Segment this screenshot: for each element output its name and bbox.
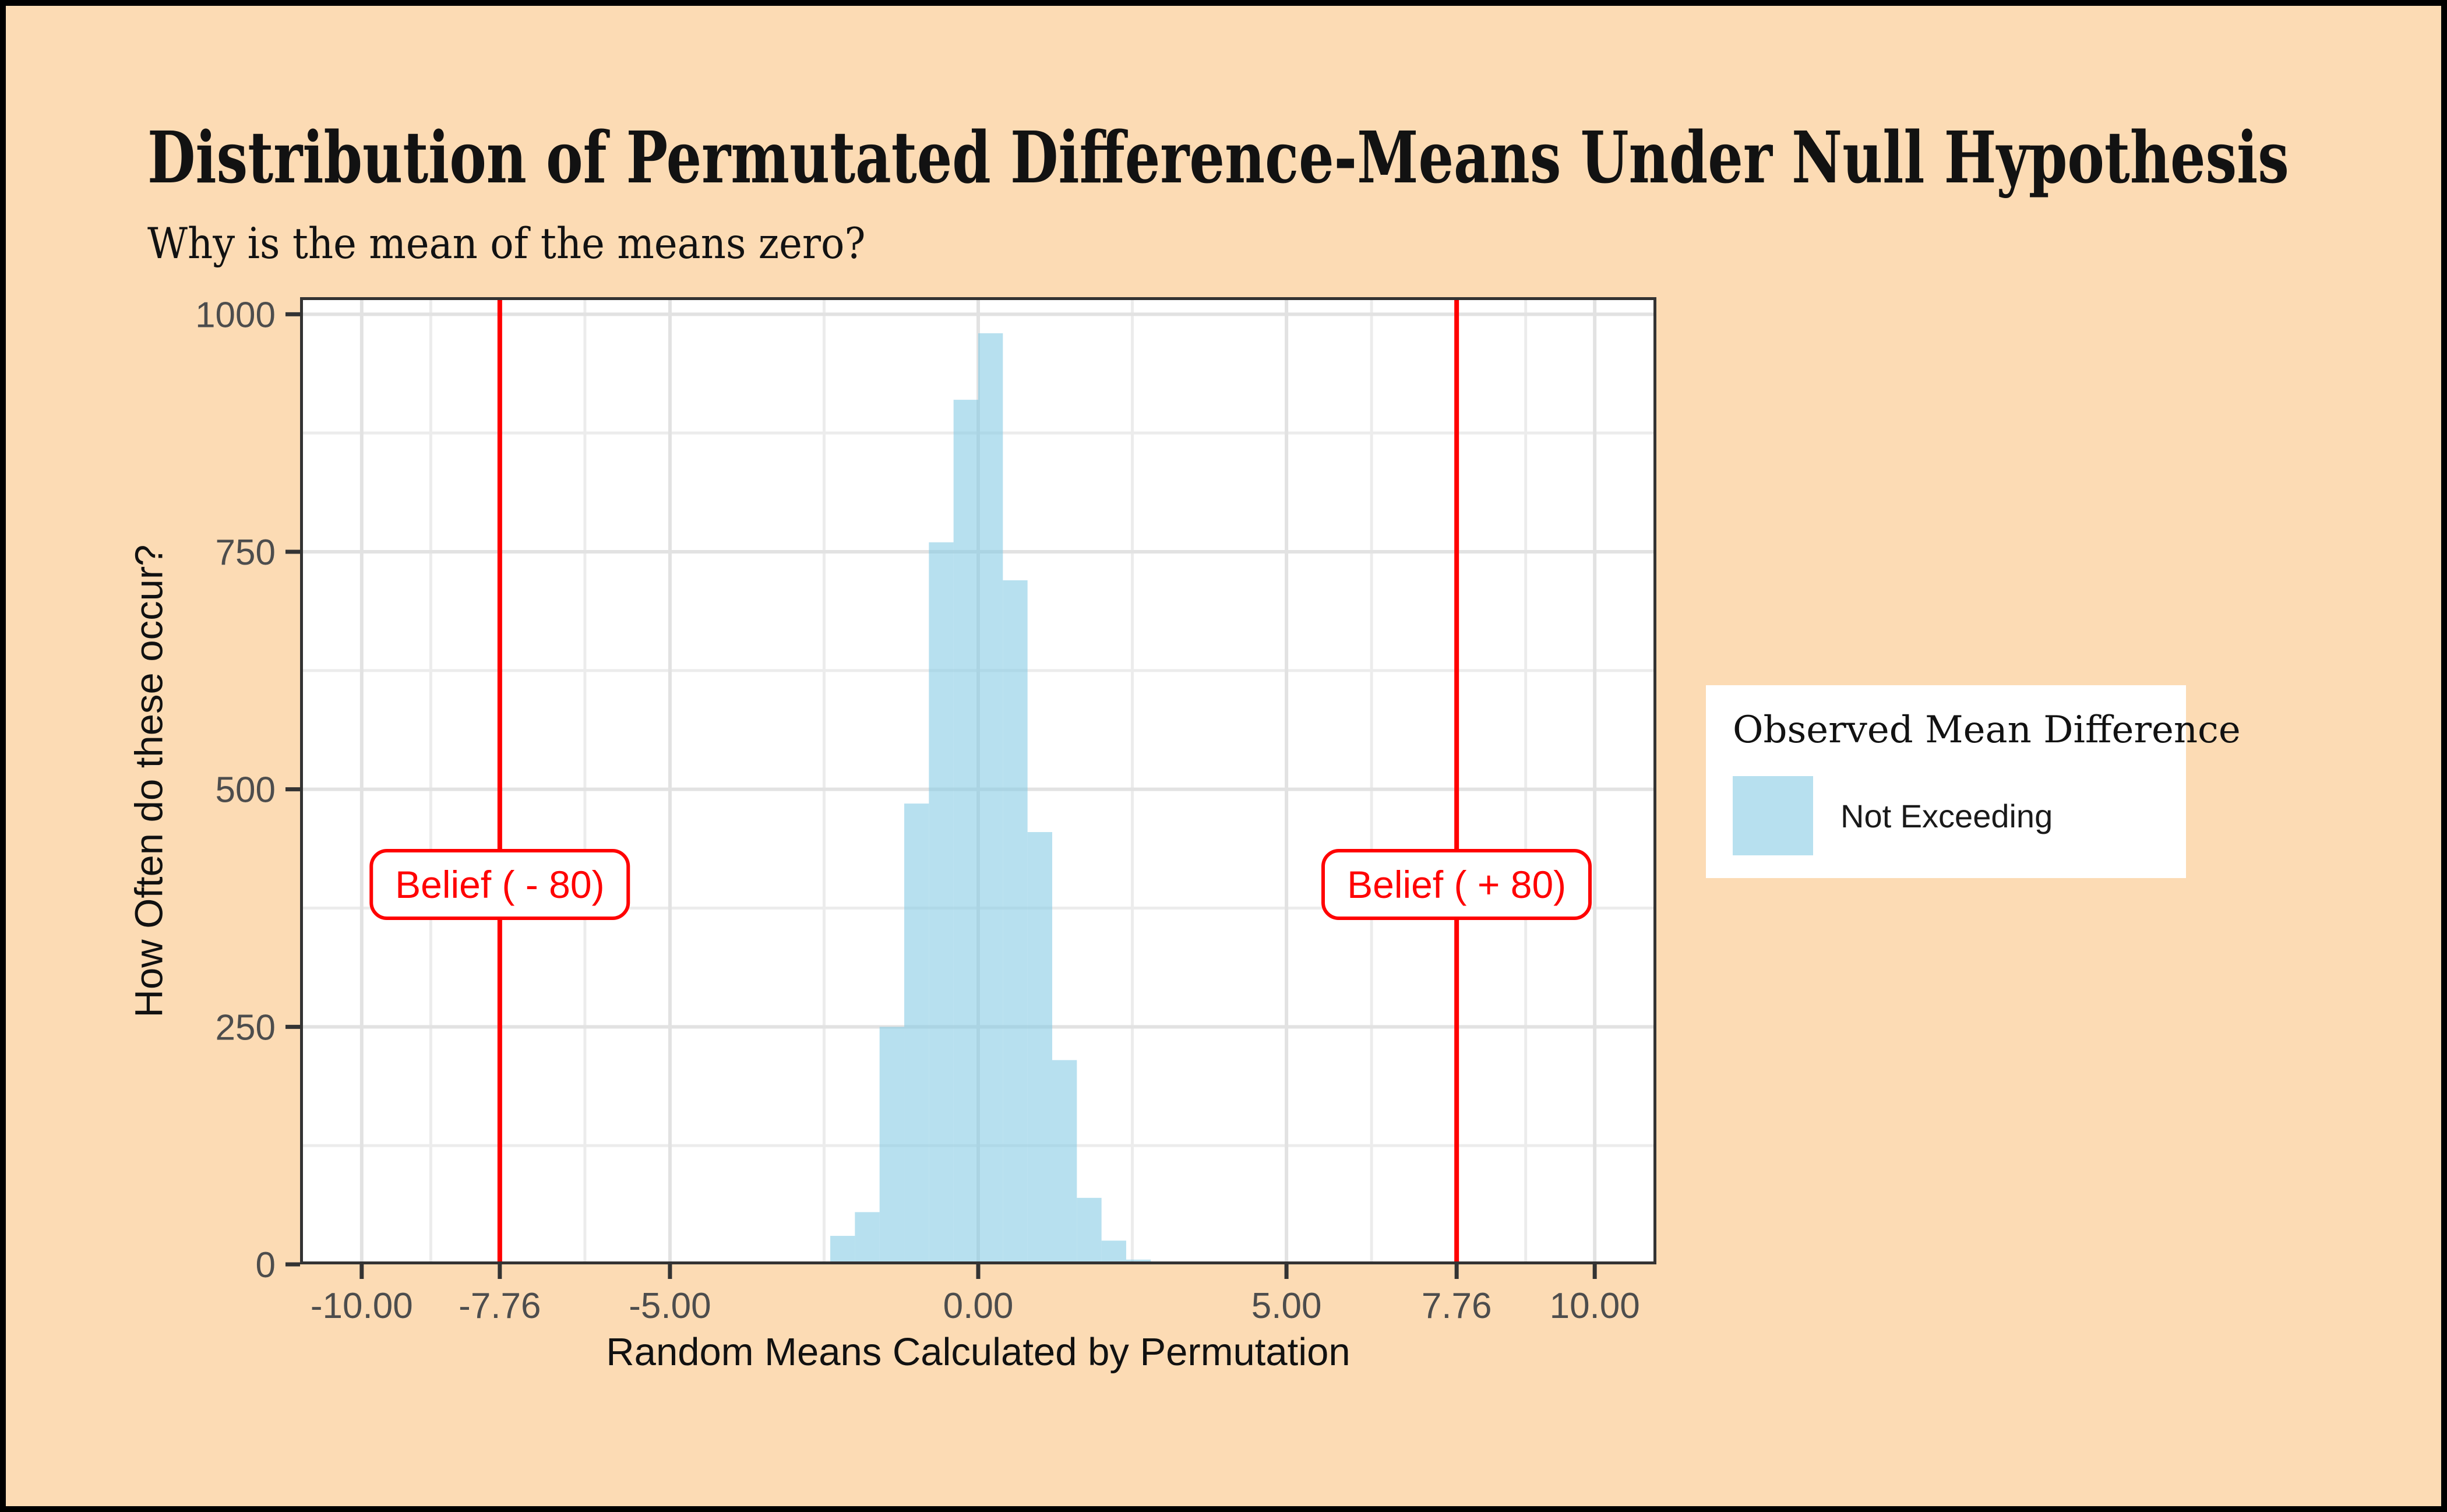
x-axis-title: Random Means Calculated by Permutation: [606, 1330, 1351, 1374]
histogram-bars: [830, 333, 1151, 1265]
x-tick-label: -7.76: [459, 1286, 541, 1326]
y-axis-title-box: How Often do these occur?: [120, 297, 178, 1264]
plot-panel: -10.00 -7.76 -5.00 0.00 5.00 7.76 10.00 0 250 500…: [195, 295, 1656, 1326]
histogram-bar: [855, 1212, 880, 1264]
x-tick-label: 10.00: [1550, 1286, 1640, 1326]
legend-item: Not Exceeding: [1733, 776, 2169, 855]
belief-label-right: Belief ( + 80): [1321, 848, 1592, 920]
legend-swatch: [1733, 776, 1813, 855]
histogram-bar: [929, 542, 954, 1264]
y-tick-label: 250: [216, 1007, 276, 1048]
histogram-bar: [1077, 1197, 1102, 1264]
legend: Observed Mean Difference Not Exceeding: [1706, 685, 2241, 878]
y-axis-title: How Often do these occur?: [127, 544, 171, 1017]
histogram-bar: [953, 400, 978, 1264]
chart-subtitle-text: Why is the mean of the means zero?: [147, 219, 866, 269]
y-tick-label: 0: [256, 1245, 276, 1285]
belief-label-left: Belief ( - 80): [369, 848, 630, 920]
y-tick-label: 750: [216, 533, 276, 573]
histogram-bar: [978, 333, 1003, 1265]
histogram-bar: [1027, 832, 1052, 1264]
histogram-bar: [904, 803, 929, 1264]
observed-difference-lines: [497, 297, 1459, 1264]
y-tick-label: 1000: [195, 295, 276, 335]
x-tick-label: 7.76: [1422, 1286, 1492, 1326]
histogram-bar: [879, 1027, 905, 1264]
y-axis-ticks: 0 250 500 750 1000: [195, 295, 300, 1285]
x-axis-ticks: -10.00 -7.76 -5.00 0.00 5.00 7.76 10.00: [311, 1264, 1640, 1326]
x-tick-label: -10.00: [311, 1286, 413, 1326]
histogram-bar: [1003, 580, 1028, 1264]
x-tick-label: -5.00: [629, 1286, 711, 1326]
x-tick-label: 5.00: [1251, 1286, 1322, 1326]
y-tick-label: 500: [216, 770, 276, 810]
x-tick-label: 0.00: [943, 1286, 1014, 1326]
histogram-bar: [1052, 1060, 1077, 1264]
histogram-bar: [830, 1236, 855, 1264]
chart-title-text: Distribution of Permutated Difference-Me…: [147, 115, 2289, 199]
chart-title: Distribution of Permutated Difference-Me…: [147, 115, 2441, 199]
legend-title: Observed Mean Difference: [1733, 709, 2241, 752]
panel-border: [300, 297, 1656, 1264]
chart-subtitle: Why is the mean of the means zero?: [147, 219, 928, 269]
histogram-bar: [1101, 1240, 1126, 1264]
legend-item-label: Not Exceeding: [1840, 797, 2053, 834]
